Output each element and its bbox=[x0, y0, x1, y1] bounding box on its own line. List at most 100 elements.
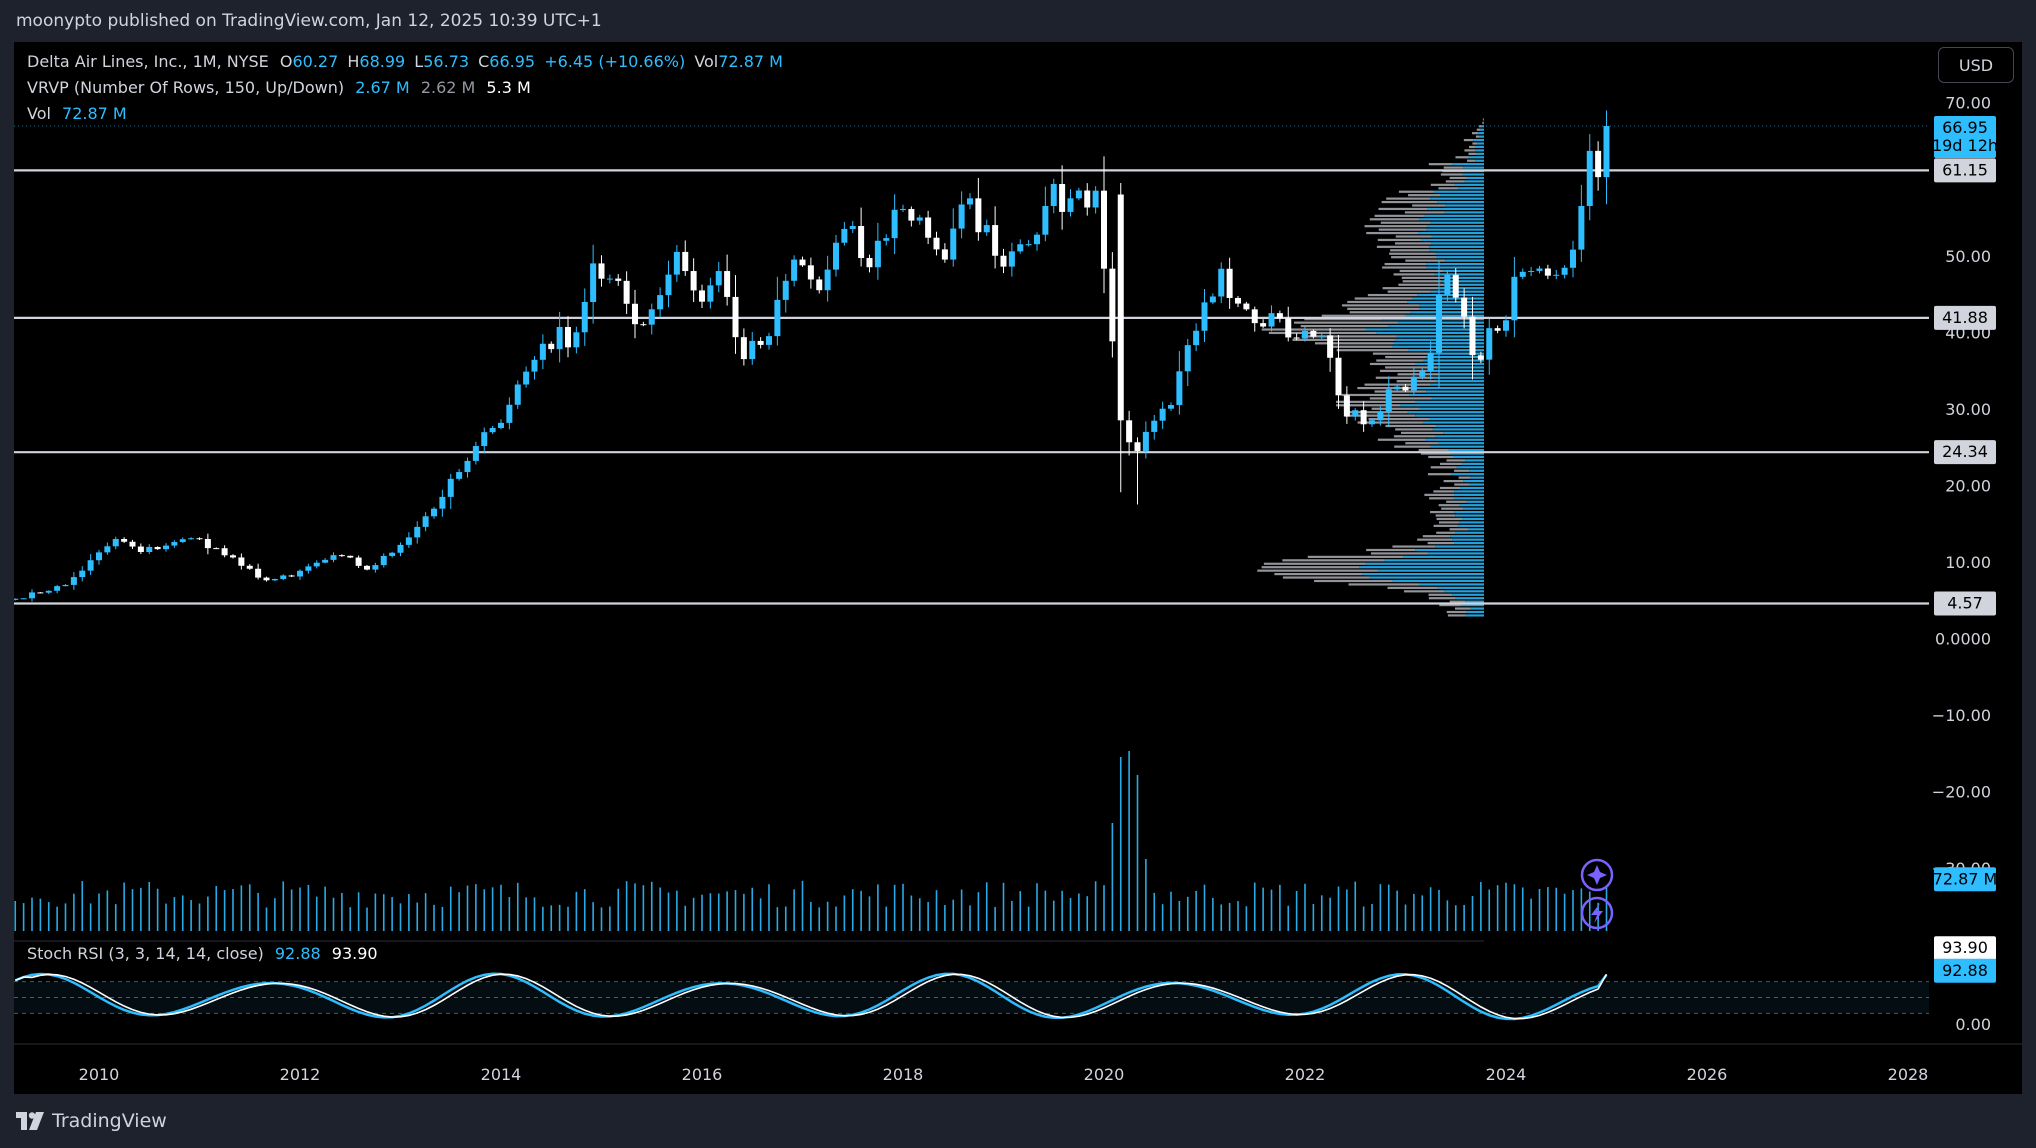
sparkle-icon-ring bbox=[1580, 858, 1614, 892]
vrvp-up-row bbox=[1466, 176, 1484, 180]
vrvp-down-row bbox=[1377, 438, 1426, 441]
candle-body bbox=[1385, 389, 1392, 412]
candle-body bbox=[45, 590, 52, 593]
vrvp-down-row bbox=[1371, 407, 1420, 410]
vrvp-up-row bbox=[1426, 390, 1484, 393]
vrvp-down-row bbox=[1274, 572, 1363, 576]
candle bbox=[1075, 187, 1082, 201]
candle-body bbox=[447, 478, 454, 497]
vrvp-up-row bbox=[1459, 521, 1484, 524]
candle-body bbox=[364, 565, 370, 570]
vrvp-down-row bbox=[1398, 283, 1445, 286]
vrvp-down-row bbox=[1336, 349, 1409, 352]
stoch-k-label: 92.88 bbox=[1934, 958, 1996, 983]
candle bbox=[347, 555, 354, 559]
candle-body bbox=[37, 592, 44, 594]
candle-body bbox=[1327, 335, 1334, 358]
candle-body bbox=[1101, 190, 1107, 269]
candle-body bbox=[179, 539, 186, 543]
vrvp-up-row bbox=[1468, 156, 1484, 159]
candle-body bbox=[1126, 420, 1133, 443]
candle bbox=[1352, 408, 1359, 421]
x-tick-label: 2010 bbox=[79, 1065, 120, 1084]
candle-body bbox=[732, 296, 739, 338]
candle-body bbox=[908, 209, 915, 221]
vrvp-up-row bbox=[1403, 555, 1484, 558]
candle-body bbox=[933, 237, 940, 250]
vrvp-up-row bbox=[1419, 407, 1484, 410]
vrvp-down-row bbox=[1393, 435, 1435, 438]
last-price-label-text: 19d 12h bbox=[1932, 136, 1998, 155]
vrvp-down-row bbox=[1449, 176, 1467, 180]
candle-body bbox=[1494, 328, 1501, 331]
candle-body bbox=[799, 259, 806, 266]
candle bbox=[874, 222, 881, 280]
candle bbox=[255, 563, 262, 580]
candle-body bbox=[1209, 296, 1216, 303]
symbol-title: Delta Air Lines, Inc., 1M, NYSE bbox=[27, 52, 269, 71]
candle bbox=[1519, 268, 1526, 280]
vrvp-down-row bbox=[1403, 590, 1445, 593]
candle bbox=[900, 204, 906, 212]
candle bbox=[766, 332, 772, 350]
vrvp-up-row bbox=[1452, 163, 1484, 166]
vrvp-up-row bbox=[1443, 431, 1484, 434]
candle bbox=[506, 397, 513, 430]
candle bbox=[1570, 240, 1576, 278]
vrvp-down-row bbox=[1341, 304, 1420, 307]
vrvp-down-row bbox=[1438, 521, 1460, 524]
vrvp-down-row bbox=[1429, 497, 1454, 500]
tradingview-logo-icon bbox=[16, 1112, 44, 1130]
vrvp-up-row bbox=[1455, 514, 1484, 517]
candle-body bbox=[1511, 276, 1518, 321]
vrvp-down-row bbox=[1446, 610, 1467, 614]
candle bbox=[1209, 293, 1216, 305]
candle-body bbox=[1117, 194, 1124, 421]
stoch-d-label-bg bbox=[1934, 936, 1996, 961]
vrvp-up-row bbox=[1444, 276, 1484, 279]
vrvp-up-row bbox=[1426, 262, 1484, 266]
currency-button[interactable]: USD bbox=[1938, 47, 2014, 83]
candle bbox=[933, 231, 940, 256]
vrvp-profile bbox=[1257, 118, 1484, 617]
vrvp-up-row bbox=[1438, 442, 1484, 445]
candle-body bbox=[405, 537, 412, 545]
vrvp-down-row bbox=[1454, 469, 1470, 472]
candle bbox=[523, 366, 530, 388]
vrvp-up-row bbox=[1426, 355, 1484, 359]
candle bbox=[908, 206, 915, 227]
vrvp-up-row bbox=[1463, 479, 1484, 483]
candle bbox=[1595, 141, 1602, 191]
vrvp-down-row bbox=[1443, 166, 1464, 169]
volume-legend: Vol 72.87 M bbox=[27, 104, 127, 123]
candle bbox=[121, 537, 128, 544]
candle-body bbox=[983, 225, 990, 233]
vrvp-down-row bbox=[1449, 600, 1466, 603]
candle bbox=[1486, 318, 1493, 375]
chart-area[interactable]: 70.00 50.00 40.00 30.00 20.00 10.00 0.0000 −10.… bbox=[14, 42, 2022, 1094]
x-tick-label: 2018 bbox=[883, 1065, 924, 1084]
tradingview-logo[interactable]: TradingView bbox=[16, 1108, 167, 1134]
candle-body bbox=[565, 326, 571, 348]
candle bbox=[389, 551, 396, 558]
candle-body bbox=[62, 584, 69, 587]
vrvp-up-row bbox=[1453, 497, 1484, 500]
candlestick-chart[interactable]: 70.0050.0040.0030.0020.0010.000.0000−10.… bbox=[14, 42, 2022, 1094]
x-tick-label: 2012 bbox=[280, 1065, 321, 1084]
candle-body bbox=[1017, 244, 1024, 252]
candle bbox=[1017, 239, 1024, 254]
vrvp-up-row bbox=[1460, 486, 1484, 490]
candle-body bbox=[1159, 408, 1166, 421]
vrvp-down-row bbox=[1395, 428, 1433, 431]
vrvp-down-row bbox=[1395, 235, 1432, 238]
vrvp-up-row bbox=[1421, 238, 1484, 242]
candle bbox=[514, 380, 521, 409]
candle bbox=[1528, 266, 1535, 277]
candle-body bbox=[807, 265, 814, 280]
vrvp-down-row bbox=[1382, 266, 1427, 269]
candle-body bbox=[665, 274, 672, 296]
vrvp-up-row bbox=[1438, 287, 1484, 290]
vrvp-up-row bbox=[1462, 462, 1484, 465]
vrvp-up-row bbox=[1407, 411, 1484, 414]
vrvp-up-row bbox=[1424, 214, 1484, 217]
